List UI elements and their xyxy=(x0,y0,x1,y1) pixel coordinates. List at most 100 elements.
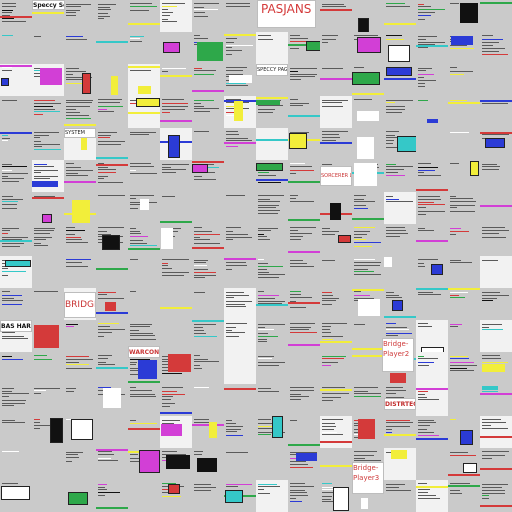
thumbnail-tile[interactable] xyxy=(288,64,320,96)
thumbnail-tile[interactable] xyxy=(128,32,160,64)
thumbnail-tile[interactable] xyxy=(416,480,448,512)
thumbnail-tile[interactable] xyxy=(128,0,160,32)
thumbnail-tile[interactable] xyxy=(32,448,64,480)
thumbnail-tile[interactable] xyxy=(160,288,192,320)
thumbnail-tile[interactable] xyxy=(256,128,288,160)
thumbnail-tile[interactable] xyxy=(64,320,96,352)
thumbnail-tile[interactable] xyxy=(352,384,384,416)
thumbnail-tile[interactable] xyxy=(352,0,384,32)
thumbnail-tile[interactable] xyxy=(224,352,256,384)
thumbnail-tile[interactable] xyxy=(288,352,320,384)
thumbnail-tile[interactable] xyxy=(480,448,512,480)
thumbnail-tile[interactable] xyxy=(64,0,96,32)
thumbnail-tile[interactable] xyxy=(320,320,352,352)
warcone-tile[interactable]: WARCONE xyxy=(128,346,160,358)
thumbnail-tile[interactable] xyxy=(0,288,32,320)
thumbnail-tile[interactable] xyxy=(0,96,32,128)
thumbnail-tile[interactable] xyxy=(320,224,352,256)
thumbnail-tile[interactable] xyxy=(256,480,288,512)
thumbnail-tile[interactable] xyxy=(384,448,416,480)
thumbnail-tile[interactable] xyxy=(0,256,32,288)
thumbnail-tile[interactable] xyxy=(192,416,224,448)
thumbnail-tile[interactable] xyxy=(288,448,320,480)
thumbnail-tile[interactable] xyxy=(128,128,160,160)
thumbnail-tile[interactable] xyxy=(192,192,224,224)
thumbnail-tile[interactable] xyxy=(352,352,384,384)
thumbnail-tile[interactable] xyxy=(192,480,224,512)
thumbnail-tile[interactable] xyxy=(288,288,320,320)
thumbnail-tile[interactable] xyxy=(192,128,224,160)
thumbnail-tile[interactable] xyxy=(0,416,32,448)
thumbnail-tile[interactable] xyxy=(0,448,32,480)
thumbnail-tile[interactable] xyxy=(288,32,320,64)
thumbnail-tile[interactable] xyxy=(192,224,224,256)
thumbnail-tile[interactable] xyxy=(0,480,32,512)
thumbnail-tile[interactable] xyxy=(0,384,32,416)
thumbnail-tile[interactable] xyxy=(0,64,32,96)
thumbnail-tile[interactable] xyxy=(256,32,288,64)
thumbnail-tile[interactable] xyxy=(384,32,416,64)
thumbnail-tile[interactable] xyxy=(96,96,128,128)
thumbnail-tile[interactable] xyxy=(288,320,320,352)
thumbnail-tile[interactable] xyxy=(288,256,320,288)
thumbnail-tile[interactable] xyxy=(224,256,256,288)
thumbnail-tile[interactable] xyxy=(256,224,288,256)
thumbnail-tile[interactable] xyxy=(448,192,480,224)
thumbnail-tile[interactable] xyxy=(416,224,448,256)
thumbnail-tile[interactable] xyxy=(128,160,160,192)
thumbnail-tile[interactable] xyxy=(320,256,352,288)
thumbnail-tile[interactable] xyxy=(480,0,512,32)
thumbnail-tile[interactable] xyxy=(224,288,256,320)
thumbnail-tile[interactable] xyxy=(416,96,448,128)
thumbnail-tile[interactable] xyxy=(96,32,128,64)
thumbnail-tile[interactable] xyxy=(288,224,320,256)
thumbnail-tile[interactable] xyxy=(416,0,448,32)
thumbnail-tile[interactable] xyxy=(384,288,416,320)
thumbnail-tile[interactable] xyxy=(96,64,128,96)
thumbnail-tile[interactable] xyxy=(448,480,480,512)
thumbnail-tile[interactable] xyxy=(160,32,192,64)
title-tile[interactable]: Speccy Serif Demo xyxy=(32,0,65,10)
thumbnail-tile[interactable] xyxy=(224,448,256,480)
thumbnail-tile[interactable] xyxy=(352,256,384,288)
thumbnail-tile[interactable] xyxy=(256,160,288,192)
thumbnail-tile[interactable] xyxy=(160,160,192,192)
thumbnail-tile[interactable] xyxy=(352,96,384,128)
thumbnail-tile[interactable] xyxy=(288,480,320,512)
thumbnail-tile[interactable] xyxy=(480,64,512,96)
thumbnail-tile[interactable] xyxy=(224,480,256,512)
thumbnail-tile[interactable] xyxy=(384,96,416,128)
system-tile[interactable]: SYSTEM xyxy=(64,128,96,138)
thumbnail-tile[interactable] xyxy=(64,96,96,128)
thumbnail-tile[interactable] xyxy=(128,224,160,256)
thumbnail-tile[interactable] xyxy=(320,352,352,384)
thumbnail-tile[interactable] xyxy=(224,192,256,224)
thumbnail-tile[interactable] xyxy=(32,224,64,256)
thumbnail-tile[interactable] xyxy=(352,416,384,448)
thumbnail-tile[interactable] xyxy=(384,0,416,32)
thumbnail-tile[interactable] xyxy=(320,480,352,512)
thumbnail-tile[interactable] xyxy=(64,416,96,448)
thumbnail-tile[interactable] xyxy=(192,352,224,384)
thumbnail-tile[interactable] xyxy=(192,32,224,64)
thumbnail-tile[interactable] xyxy=(32,32,64,64)
thumbnail-tile[interactable] xyxy=(128,96,160,128)
thumbnail-tile[interactable] xyxy=(480,96,512,128)
thumbnail-tile[interactable] xyxy=(480,224,512,256)
thumbnail-tile[interactable] xyxy=(320,416,352,448)
thumbnail-tile[interactable] xyxy=(96,0,128,32)
thumbnail-tile[interactable] xyxy=(416,448,448,480)
thumbnail-tile[interactable] xyxy=(96,320,128,352)
thumbnail-tile[interactable] xyxy=(192,256,224,288)
speccy-pages-tile[interactable]: SPECCY PAGES xyxy=(256,64,288,76)
thumbnail-tile[interactable] xyxy=(0,192,32,224)
thumbnail-tile[interactable] xyxy=(192,288,224,320)
thumbnail-tile[interactable] xyxy=(128,480,160,512)
thumbnail-tile[interactable] xyxy=(160,320,192,352)
thumbnail-tile[interactable] xyxy=(128,416,160,448)
thumbnail-tile[interactable] xyxy=(480,480,512,512)
thumbnail-tile[interactable] xyxy=(480,160,512,192)
thumbnail-tile[interactable] xyxy=(96,192,128,224)
thumbnail-tile[interactable] xyxy=(32,64,64,96)
thumbnail-tile[interactable] xyxy=(384,480,416,512)
